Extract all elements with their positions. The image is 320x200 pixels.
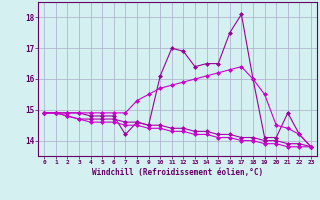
X-axis label: Windchill (Refroidissement éolien,°C): Windchill (Refroidissement éolien,°C) — [92, 168, 263, 177]
